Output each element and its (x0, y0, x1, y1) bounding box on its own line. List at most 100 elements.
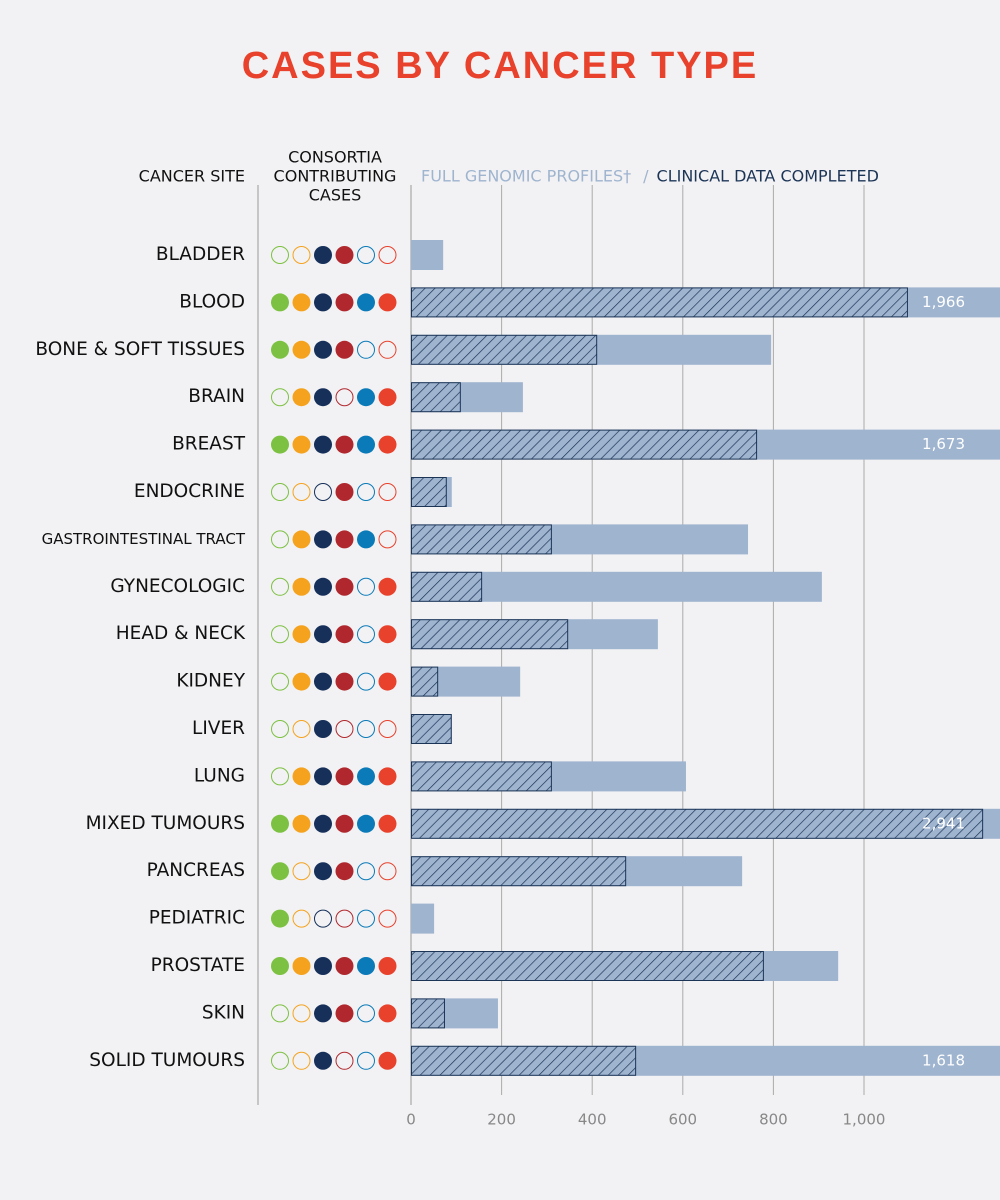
bar (411, 714, 452, 744)
consortium-dot (292, 577, 311, 596)
category-label: SKIN (202, 1002, 245, 1023)
bar (411, 951, 764, 981)
x-tick-label: 1,000 (843, 1111, 886, 1129)
consortium-dot (378, 814, 397, 833)
consortium-dot (271, 530, 289, 549)
consortium-dot (335, 340, 354, 359)
x-tick-label: 600 (668, 1111, 697, 1129)
chart-title: CASES BY CANCER TYPE (242, 45, 759, 87)
consortium-dot (292, 957, 311, 975)
consortium-dot (378, 1004, 397, 1023)
consortium-dot (292, 814, 311, 833)
consortium-dot (314, 720, 332, 738)
consortium-dot (378, 483, 397, 501)
consortium-dot (378, 246, 397, 264)
consortium-dot (314, 483, 332, 501)
x-tick-label: 0 (406, 1111, 416, 1129)
consortium-dot (357, 246, 375, 264)
consortium-dot (271, 577, 289, 596)
consortium-dot (378, 909, 397, 928)
consortium-dot (314, 909, 332, 928)
consortium-dot (292, 1051, 311, 1070)
consortium-dot (357, 720, 375, 738)
consortium-dot (271, 293, 289, 312)
x-tick-label: 200 (487, 1111, 516, 1129)
consortium-dot (292, 340, 311, 359)
consortium-dot (335, 625, 354, 644)
bar (411, 240, 444, 270)
consortium-dot (357, 957, 375, 975)
consortium-dot (314, 862, 332, 881)
consortium-dot (335, 530, 354, 549)
consortium-dot (314, 767, 332, 786)
consortium-dot (271, 340, 289, 359)
consortium-dot (378, 672, 397, 691)
category-label: BLOOD (179, 291, 245, 312)
bar (411, 856, 627, 887)
consortium-dot (292, 625, 311, 644)
consortium-dot (271, 720, 289, 738)
consortium-dot (378, 1051, 397, 1070)
legend-separator: / (643, 167, 649, 186)
value-label: 1,966 (922, 293, 965, 311)
consortium-dot (378, 435, 397, 454)
category-label: SOLID TUMOURS (89, 1050, 245, 1071)
consortium-dot (357, 909, 375, 928)
category-label: BREAST (172, 434, 246, 455)
consortium-dot (335, 293, 354, 312)
consortium-dot (378, 862, 397, 881)
consortium-dot (378, 530, 397, 549)
consortium-dot (292, 435, 311, 454)
legend-label: CLINICAL DATA COMPLETED (657, 167, 879, 186)
consortium-dot (271, 435, 289, 454)
consortium-dot (271, 388, 289, 407)
category-label: GASTROINTESTINAL TRACT (42, 530, 246, 548)
category-label: GYNECOLOGIC (110, 576, 245, 597)
x-tick-label: 400 (578, 1111, 607, 1129)
consortium-dot (292, 246, 311, 264)
consortium-dot (335, 435, 354, 454)
consortium-dot (314, 625, 332, 644)
value-label: 1,618 (922, 1051, 965, 1069)
bar (411, 382, 461, 413)
consortium-dot (335, 246, 354, 264)
x-tick-label: 800 (759, 1111, 788, 1129)
consortium-dot (292, 388, 311, 407)
category-label: PROSTATE (151, 955, 245, 976)
consortium-dot (357, 293, 375, 312)
bar (411, 571, 483, 602)
consortium-dot (357, 388, 375, 407)
consortium-dot (314, 293, 332, 312)
consortium-dot (292, 1004, 311, 1023)
legend-label: FULL GENOMIC PROFILES† (421, 167, 631, 186)
category-label: PEDIATRIC (149, 908, 245, 929)
consortium-dot (292, 530, 311, 549)
bar (411, 429, 758, 460)
bar (411, 619, 569, 650)
category-label: MIXED TUMOURS (86, 813, 245, 834)
consortium-dot (378, 293, 397, 312)
column-header: CONSORTIA (288, 148, 382, 167)
consortium-dot (335, 672, 354, 691)
category-label: LIVER (192, 718, 245, 739)
consortium-dot (314, 1051, 332, 1070)
consortium-dot (271, 767, 289, 786)
category-label: BLADDER (156, 244, 245, 265)
consortium-dot (335, 577, 354, 596)
column-header: CASES (309, 186, 362, 205)
consortium-dot (335, 388, 354, 407)
consortium-dot (335, 720, 354, 738)
value-label: 1,673 (922, 435, 965, 453)
consortium-dot (378, 388, 397, 407)
consortium-dot (314, 340, 332, 359)
bar (411, 1045, 637, 1076)
category-label: LUNG (194, 765, 245, 786)
consortium-dot (378, 625, 397, 644)
consortium-dot (357, 1051, 375, 1070)
consortium-dot (292, 909, 311, 928)
consortium-dot (357, 483, 375, 501)
consortium-dot (357, 577, 375, 596)
consortium-dot (335, 483, 354, 501)
consortium-dot (357, 862, 375, 881)
consortium-dot (357, 814, 375, 833)
